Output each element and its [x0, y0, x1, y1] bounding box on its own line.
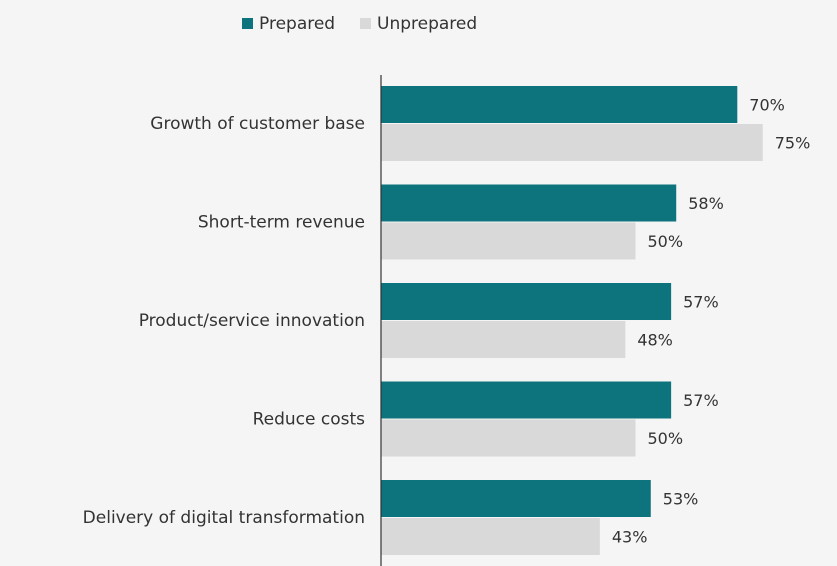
legend-label-prepared: Prepared [259, 14, 335, 34]
value-label-unprepared-3: 50% [648, 429, 684, 448]
value-label-prepared-2: 57% [683, 293, 719, 312]
bar-prepared-2 [381, 283, 672, 320]
category-label: Growth of customer base [150, 114, 365, 134]
value-label-unprepared-1: 50% [648, 232, 684, 251]
bar-prepared-1 [381, 184, 677, 222]
category-label: Product/service innovation [139, 311, 365, 331]
value-label-prepared-0: 70% [749, 96, 785, 115]
legend-label-unprepared: Unprepared [377, 14, 477, 34]
legend-swatch-prepared [242, 18, 253, 29]
bar-unprepared-0 [381, 124, 763, 161]
bar-prepared-4 [381, 480, 651, 517]
bars [381, 86, 763, 555]
value-labels: 70%75%58%50%57%48%57%50%53%43% [612, 96, 810, 547]
bar-unprepared-4 [381, 518, 600, 555]
category-labels: Growth of customer base Short-term revenu… [83, 114, 365, 528]
bar-unprepared-3 [381, 419, 636, 457]
category-label: Delivery of digital transformation [83, 508, 365, 528]
value-label-unprepared-0: 75% [775, 134, 811, 153]
bar-prepared-0 [381, 86, 738, 123]
bar-prepared-3 [381, 381, 672, 419]
value-label-prepared-4: 53% [663, 490, 699, 509]
value-label-unprepared-2: 48% [637, 331, 673, 350]
value-label-prepared-3: 57% [683, 391, 719, 410]
legend-swatch-unprepared [360, 18, 371, 29]
value-label-prepared-1: 58% [688, 194, 724, 213]
bar-unprepared-1 [381, 222, 636, 260]
category-label: Short-term revenue [198, 213, 365, 233]
bar-unprepared-2 [381, 321, 626, 358]
category-label: Reduce costs [253, 410, 366, 430]
legend: Prepared Unprepared [242, 14, 477, 34]
value-label-unprepared-4: 43% [612, 528, 648, 547]
